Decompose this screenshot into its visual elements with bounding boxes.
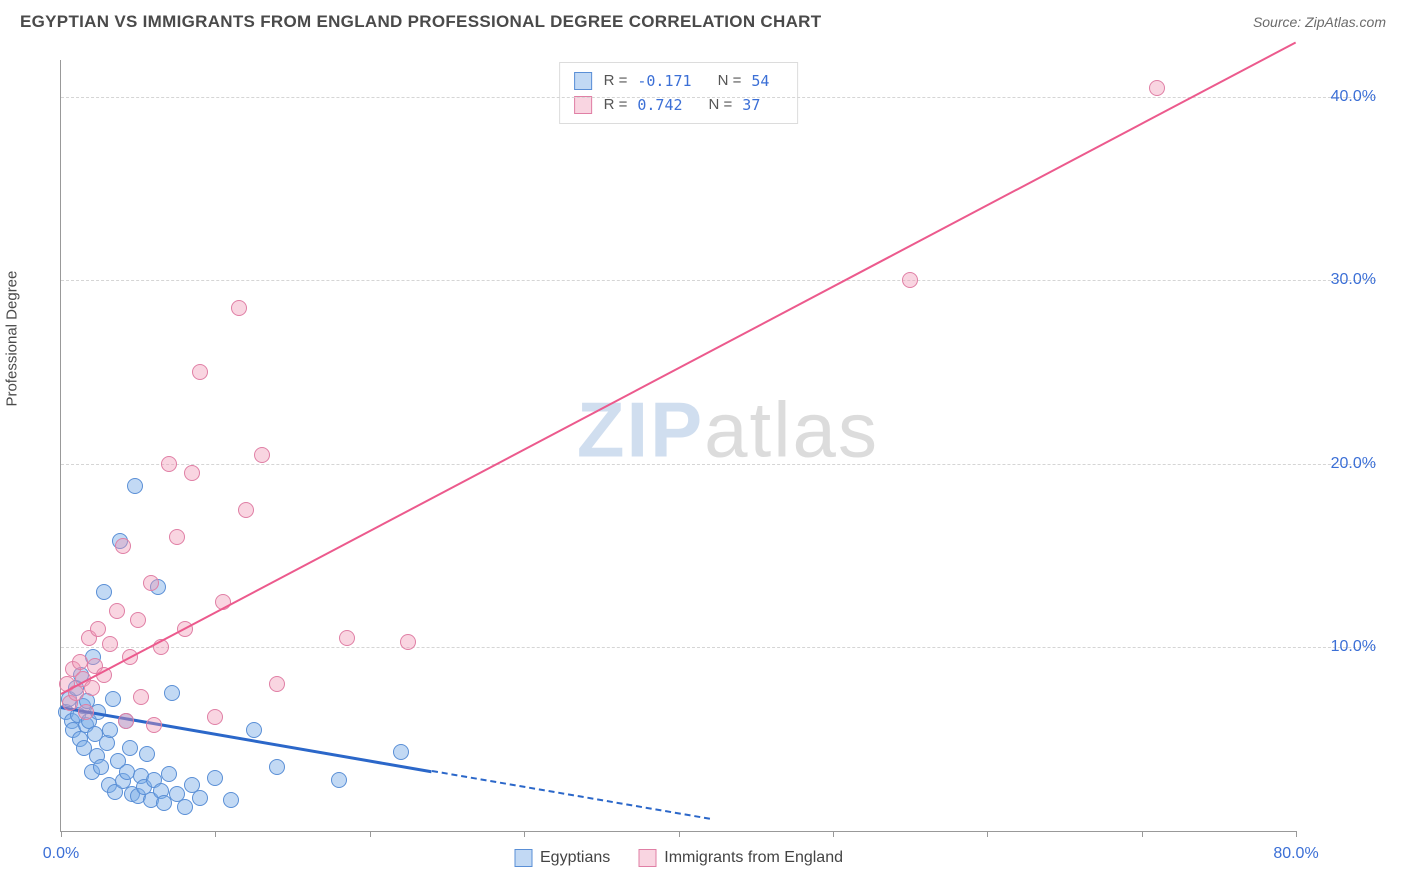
swatch-egyptians-icon [514, 849, 532, 867]
data-point [78, 704, 94, 720]
data-point [105, 691, 121, 707]
x-tick [987, 831, 988, 837]
source-attribution: Source: ZipAtlas.com [1253, 14, 1386, 30]
data-point [269, 676, 285, 692]
gridline [61, 280, 1376, 281]
x-tick [679, 831, 680, 837]
data-point [223, 792, 239, 808]
data-point [269, 759, 285, 775]
data-point [331, 772, 347, 788]
gridline [61, 97, 1376, 98]
x-tick [833, 831, 834, 837]
data-point [164, 685, 180, 701]
data-point [254, 447, 270, 463]
data-point [393, 744, 409, 760]
y-tick-label: 20.0% [1306, 455, 1376, 473]
data-point [90, 621, 106, 637]
data-point [84, 680, 100, 696]
data-point [161, 766, 177, 782]
data-point [72, 654, 88, 670]
data-point [127, 478, 143, 494]
data-point [139, 746, 155, 762]
data-point [130, 612, 146, 628]
data-point [339, 630, 355, 646]
data-point [93, 759, 109, 775]
data-point [118, 713, 134, 729]
x-tick [61, 831, 62, 837]
x-tick [524, 831, 525, 837]
data-point [231, 300, 247, 316]
x-tick [1296, 831, 1297, 837]
correlation-legend: R = -0.171 N = 54 R = 0.742 N = 37 [559, 62, 799, 124]
data-point [133, 689, 149, 705]
x-tick [215, 831, 216, 837]
y-tick-label: 40.0% [1306, 88, 1376, 106]
data-point [96, 584, 112, 600]
data-point [177, 799, 193, 815]
swatch-egyptians-icon [574, 72, 592, 90]
data-point [902, 272, 918, 288]
data-point [102, 636, 118, 652]
swatch-england-icon [638, 849, 656, 867]
data-point [207, 709, 223, 725]
data-point [238, 502, 254, 518]
data-point [246, 722, 262, 738]
y-tick-label: 30.0% [1306, 271, 1376, 289]
data-point [161, 456, 177, 472]
y-axis-label: Professional Degree [4, 271, 21, 407]
x-tick-label: 0.0% [43, 845, 79, 863]
data-point [102, 722, 118, 738]
data-point [146, 717, 162, 733]
data-point [122, 740, 138, 756]
x-tick [1142, 831, 1143, 837]
gridline [61, 464, 1376, 465]
data-point [192, 790, 208, 806]
swatch-england-icon [574, 96, 592, 114]
x-tick [370, 831, 371, 837]
data-point [143, 575, 159, 591]
chart-title: EGYPTIAN VS IMMIGRANTS FROM ENGLAND PROF… [20, 12, 821, 32]
gridline [61, 647, 1376, 648]
data-point [1149, 80, 1165, 96]
data-point [207, 770, 223, 786]
x-tick-label: 80.0% [1273, 845, 1318, 863]
data-point [115, 538, 131, 554]
data-point [184, 465, 200, 481]
chart-container: Professional Degree ZIPatlas R = -0.171 … [20, 50, 1386, 882]
series-legend: Egyptians Immigrants from England [514, 849, 843, 867]
data-point [400, 634, 416, 650]
data-point [169, 529, 185, 545]
trend-line-dashed [431, 770, 709, 820]
y-tick-label: 10.0% [1306, 638, 1376, 656]
data-point [109, 603, 125, 619]
trend-line [61, 42, 1297, 695]
data-point [192, 364, 208, 380]
legend-row-egyptians: R = -0.171 N = 54 [574, 69, 784, 93]
legend-item-england: Immigrants from England [638, 849, 843, 867]
legend-item-egyptians: Egyptians [514, 849, 610, 867]
plot-area: ZIPatlas R = -0.171 N = 54 R = 0.742 N =… [60, 60, 1296, 832]
